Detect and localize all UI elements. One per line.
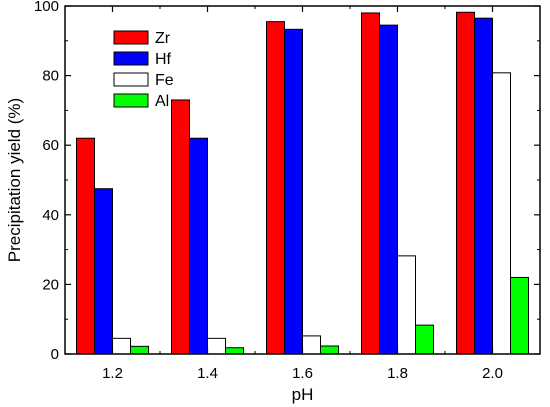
y-tick-label: 100 <box>34 0 59 15</box>
bar-al-1.6 <box>320 345 339 355</box>
x-tick-label: 2.0 <box>482 365 503 382</box>
y-tick-label: 20 <box>42 276 59 293</box>
bar-zr-2.0 <box>456 11 475 355</box>
bar-hf-2.0 <box>474 17 493 355</box>
x-axis-title: pH <box>292 385 314 404</box>
bar-zr-1.4 <box>171 99 190 355</box>
legend-label-fe: Fe <box>155 72 174 89</box>
bar-zr-1.2 <box>76 137 95 355</box>
x-tick-label: 1.4 <box>197 365 218 382</box>
bar-fe-1.8 <box>397 255 416 355</box>
axes-group: 0 20 40 60 80 100 1.2 1.4 1.6 1.8 2.0 <box>34 0 540 382</box>
legend-label-al: Al <box>155 93 169 110</box>
bars-group <box>76 11 529 355</box>
bar-fe-2.0 <box>492 72 511 355</box>
legend-swatch-zr <box>113 30 149 45</box>
bar-hf-1.6 <box>284 28 303 355</box>
y-tick-label: 40 <box>42 207 59 224</box>
legend-label-hf: Hf <box>155 51 172 68</box>
bar-al-1.4 <box>225 347 244 355</box>
x-tick-label: 1.6 <box>292 365 313 382</box>
bar-fe-1.6 <box>302 335 321 355</box>
bar-zr-1.8 <box>361 12 380 355</box>
legend: Zr Hf Fe Al <box>113 30 174 110</box>
bar-hf-1.8 <box>379 24 398 355</box>
y-tick-label: 60 <box>42 137 59 154</box>
legend-swatch-fe <box>113 72 149 87</box>
bar-fe-1.4 <box>207 337 226 355</box>
legend-swatch-hf <box>113 51 149 66</box>
bar-zr-1.6 <box>266 21 285 355</box>
x-tick-label: 1.2 <box>102 365 123 382</box>
bar-al-1.2 <box>130 345 149 355</box>
legend-label-zr: Zr <box>155 30 171 47</box>
bar-hf-1.4 <box>189 137 208 355</box>
y-tick-label: 80 <box>42 68 59 85</box>
legend-swatch-al <box>113 93 149 108</box>
bar-al-2.0 <box>510 276 529 355</box>
bar-hf-1.2 <box>94 188 113 355</box>
y-tick-label: 0 <box>51 346 59 363</box>
y-axis-title: Precipitation yield (%) <box>5 98 24 262</box>
x-tick-label: 1.8 <box>387 365 408 382</box>
bar-fe-1.2 <box>112 337 131 355</box>
bar-al-1.8 <box>415 324 434 355</box>
